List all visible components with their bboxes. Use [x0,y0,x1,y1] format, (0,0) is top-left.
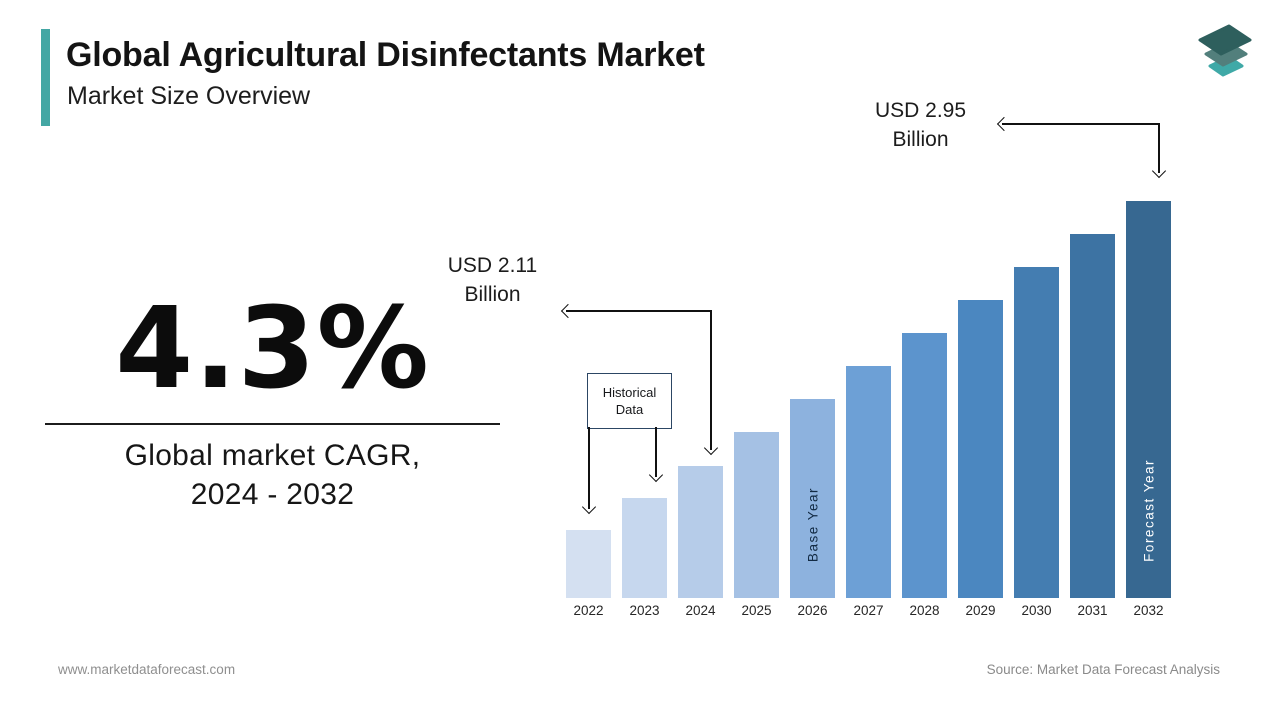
bar-year-label: 2022 [573,603,604,618]
bar-chart: 2022 2023 2024 2025 2026 Base Year 2027 2028 202… [566,201,1172,618]
bar-year-label: 2031 [1077,603,1108,618]
bar-2028: 2028 [902,333,947,618]
bar-2026: 2026 Base Year [790,399,835,618]
title-accent-bar [41,29,50,126]
footer-source: Source: Market Data Forecast Analysis [986,662,1220,677]
arrow-line [1002,123,1159,125]
bar-year-label: 2030 [1021,603,1052,618]
bar-year-label: 2025 [741,603,772,618]
arrow-line [655,427,657,477]
arrowhead-down-icon [1151,163,1167,179]
callout-usd-2-11-line1: USD 2.11 [447,254,538,277]
cagr-stat-block: 4.3% Global market CAGR, 2024 - 2032 [45,293,500,514]
bar-2030: 2030 [1014,267,1059,618]
historical-data-line1: Historical [602,385,657,400]
cagr-caption: Global market CAGR, 2024 - 2032 [45,436,500,514]
base-year-label: Base Year [805,486,820,562]
bar-2032: 2032 Forecast Year [1126,201,1171,618]
historical-data-line2: Data [615,402,644,417]
page-title: Global Agricultural Disinfectants Market [66,36,705,74]
footer-website: www.marketdataforecast.com [58,662,236,677]
bar-2022: 2022 [566,530,611,618]
bar-2023: 2023 [622,498,667,618]
bar-2024: 2024 [678,466,723,618]
arrow-line [1158,123,1160,173]
bar-year-label: 2029 [965,603,996,618]
arrow-line [710,310,712,450]
market-data-forecast-logo-icon [1198,24,1252,77]
cagr-caption-line2: 2024 - 2032 [190,478,355,511]
cagr-caption-line1: Global market CAGR, [124,439,421,472]
bar-2027: 2027 [846,366,891,618]
page-subtitle: Market Size Overview [67,82,311,110]
arrow-line [566,310,712,312]
bar-year-label: 2024 [685,603,716,618]
historical-data-box: Historical Data [587,373,672,429]
arrow-line [588,427,590,509]
callout-usd-2-95-line2: Billion [892,128,949,151]
bar-2025: 2025 [734,432,779,618]
callout-usd-2-95-line1: USD 2.95 [874,99,967,122]
cagr-value: 4.3% [115,284,430,414]
bar-year-label: 2023 [629,603,660,618]
bar-year-label: 2026 [797,603,828,618]
callout-usd-2-11: USD 2.11 Billion [400,251,585,309]
bar-year-label: 2027 [853,603,884,618]
bar-year-label: 2032 [1133,603,1164,618]
callout-usd-2-11-line2: Billion [464,283,521,306]
bar-2029: 2029 [958,300,1003,618]
forecast-year-label: Forecast Year [1141,459,1156,562]
bar-year-label: 2028 [909,603,940,618]
stat-divider [45,423,500,425]
bar-2031: 2031 [1070,234,1115,618]
callout-usd-2-95: USD 2.95 Billion [828,96,1013,154]
